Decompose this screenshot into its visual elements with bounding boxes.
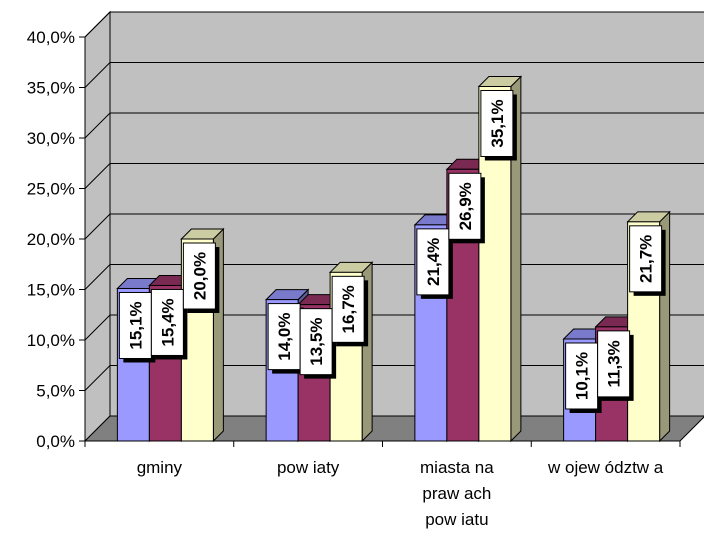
data-label-group: 10,1% — [565, 342, 602, 413]
data-label: 15,1% — [126, 301, 145, 349]
data-label: 35,1% — [488, 99, 507, 147]
data-label-group: 21,7% — [629, 225, 666, 296]
data-label-group: 35,1% — [480, 89, 517, 161]
data-label-box — [565, 342, 599, 410]
data-label: 11,3% — [605, 340, 624, 387]
y-tick-label: 5,0% — [36, 382, 75, 401]
y-tick-label: 0,0% — [36, 432, 75, 451]
data-label: 21,4% — [424, 238, 443, 286]
y-tick-label: 35,0% — [27, 79, 75, 98]
x-tick-label: praw ach — [422, 484, 491, 503]
data-label-group: 15,1% — [118, 291, 156, 363]
y-tick-label: 15,0% — [27, 281, 75, 300]
x-tick-label: w ojew ództw a — [547, 458, 664, 477]
y-tick-label: 10,0% — [27, 331, 75, 350]
data-label-box — [150, 288, 184, 356]
data-label: 20,0% — [190, 252, 209, 300]
data-label-box — [118, 291, 152, 359]
data-label: 26,9% — [456, 182, 475, 230]
x-tick-label: miasta na — [420, 458, 494, 477]
data-label-box — [267, 303, 301, 371]
data-label: 13,5% — [307, 318, 326, 366]
data-label-group: 26,9% — [448, 172, 485, 244]
data-label-group: 11,3% — [597, 330, 634, 401]
gridline — [84, 62, 704, 88]
y-tick-label: 25,0% — [27, 180, 75, 199]
data-label-box — [299, 308, 333, 376]
data-label: 16,7% — [339, 285, 358, 333]
data-label-box — [416, 228, 450, 296]
data-label-group: 20,0% — [182, 242, 220, 313]
data-label-box — [629, 225, 663, 293]
data-label: 10,1% — [573, 352, 592, 400]
data-label-box — [331, 275, 365, 343]
y-tick-label: 30,0% — [27, 129, 75, 148]
data-label-group: 15,4% — [150, 288, 188, 360]
data-label: 14,0% — [275, 312, 294, 360]
x-tick-label: gminy — [137, 458, 183, 477]
data-label: 21,7% — [637, 235, 656, 283]
data-label-box — [597, 330, 631, 398]
data-label-box — [480, 89, 514, 157]
y-tick-label: 40,0% — [27, 28, 75, 47]
data-label-box — [448, 172, 482, 240]
data-label-group: 13,5% — [299, 308, 337, 379]
data-label-group: 16,7% — [331, 275, 369, 347]
gridline — [84, 11, 704, 38]
x-tick-label: pow iaty — [277, 458, 340, 477]
data-label-box — [182, 242, 216, 310]
y-tick-label: 20,0% — [27, 230, 75, 249]
data-label: 15,4% — [158, 298, 177, 346]
data-label-group: 21,4% — [416, 228, 453, 299]
x-tick-label: pow iatu — [425, 510, 488, 529]
data-label-group: 14,0% — [267, 303, 305, 374]
